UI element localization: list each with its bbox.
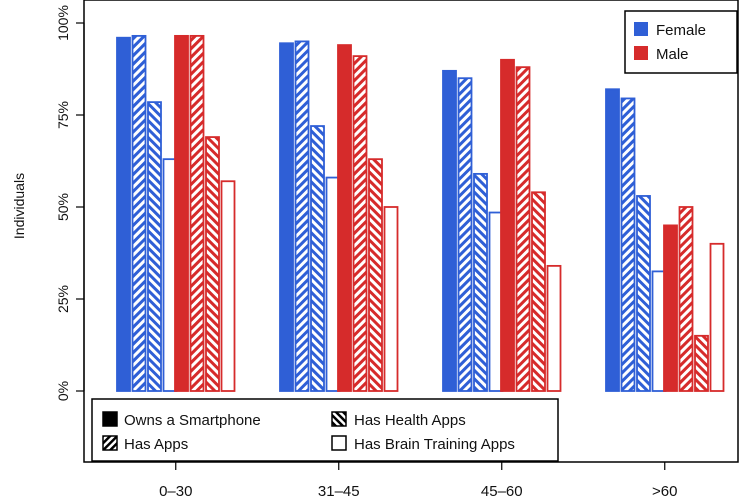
y-tick-label: 100% bbox=[55, 5, 71, 41]
legend-female-swatch bbox=[634, 22, 648, 36]
y-tick-label: 0% bbox=[55, 381, 71, 401]
legend-measures-box bbox=[91, 398, 559, 462]
y-tick-label: 50% bbox=[55, 193, 71, 221]
legend-male-swatch bbox=[634, 46, 648, 60]
legend-has-apps-label: Has Apps bbox=[124, 436, 188, 453]
bar-female-owns-a-smartphone-1 bbox=[279, 42, 294, 392]
bar-female-has-apps-3 bbox=[620, 97, 636, 392]
legend-male-label: Male bbox=[656, 46, 689, 63]
bar-male-has-brain-training-apps-2 bbox=[546, 264, 562, 392]
bar-male-has-brain-training-apps-1 bbox=[383, 206, 399, 392]
y-axis: 0% 25% 50% 75% 100% bbox=[55, 5, 85, 401]
bar-male-has-health-apps-3 bbox=[694, 334, 709, 392]
bar-male-owns-a-smartphone-1 bbox=[337, 44, 352, 392]
bar-female-has-health-apps-3 bbox=[636, 195, 651, 392]
bar-female-has-apps-2 bbox=[457, 77, 473, 392]
bar-male-has-apps-2 bbox=[515, 66, 531, 392]
x-tick-label: 31–45 bbox=[318, 483, 360, 500]
bar-male-has-apps-0 bbox=[189, 34, 205, 392]
x-axis: 0–30 31–45 45–60 >60 bbox=[159, 462, 677, 500]
bars bbox=[116, 34, 725, 392]
bar-female-owns-a-smartphone-3 bbox=[605, 88, 620, 392]
legend-measures: Owns a Smartphone Has Health Apps Has Ap… bbox=[91, 398, 559, 462]
bar-male-has-brain-training-apps-0 bbox=[220, 180, 236, 392]
x-tick-label: >60 bbox=[652, 483, 677, 500]
bar-female-has-apps-0 bbox=[131, 34, 147, 392]
y-tick-label: 75% bbox=[55, 101, 71, 129]
bar-male-has-health-apps-2 bbox=[531, 191, 546, 392]
bar-male-owns-a-smartphone-3 bbox=[663, 224, 678, 392]
bar-male-has-apps-1 bbox=[352, 55, 368, 392]
legend-groups: Female Male bbox=[624, 10, 738, 74]
bar-female-has-health-apps-0 bbox=[147, 101, 162, 392]
bar-male-owns-a-smartphone-0 bbox=[174, 34, 189, 392]
y-axis-label: Individuals bbox=[11, 173, 27, 239]
legend-groups-box bbox=[624, 10, 738, 74]
x-tick-label: 0–30 bbox=[159, 483, 192, 500]
bar-male-owns-a-smartphone-2 bbox=[500, 58, 515, 392]
legend-hatch-back-swatch bbox=[331, 411, 347, 427]
legend-empty-swatch bbox=[331, 435, 347, 451]
bar-male-has-brain-training-apps-3 bbox=[709, 242, 725, 392]
bar-female-owns-a-smartphone-0 bbox=[116, 36, 131, 392]
bar-male-has-health-apps-0 bbox=[205, 136, 220, 392]
bar-male-has-apps-3 bbox=[678, 206, 694, 392]
legend-female-label: Female bbox=[656, 22, 706, 39]
legend-owns-smartphone-label: Owns a Smartphone bbox=[124, 412, 261, 429]
legend-solid-swatch bbox=[102, 411, 118, 427]
bar-female-has-apps-1 bbox=[294, 40, 310, 392]
bar-male-has-health-apps-1 bbox=[368, 158, 383, 392]
legend-hatch-forward-swatch bbox=[102, 435, 118, 451]
bar-female-has-health-apps-1 bbox=[310, 125, 325, 392]
y-tick-label: 25% bbox=[55, 285, 71, 313]
bar-female-owns-a-smartphone-2 bbox=[442, 69, 457, 392]
x-tick-label: 45–60 bbox=[481, 483, 523, 500]
legend-has-brain-training-apps-label: Has Brain Training Apps bbox=[354, 436, 515, 453]
bar-female-has-health-apps-2 bbox=[473, 172, 488, 392]
legend-has-health-apps-label: Has Health Apps bbox=[354, 412, 466, 429]
